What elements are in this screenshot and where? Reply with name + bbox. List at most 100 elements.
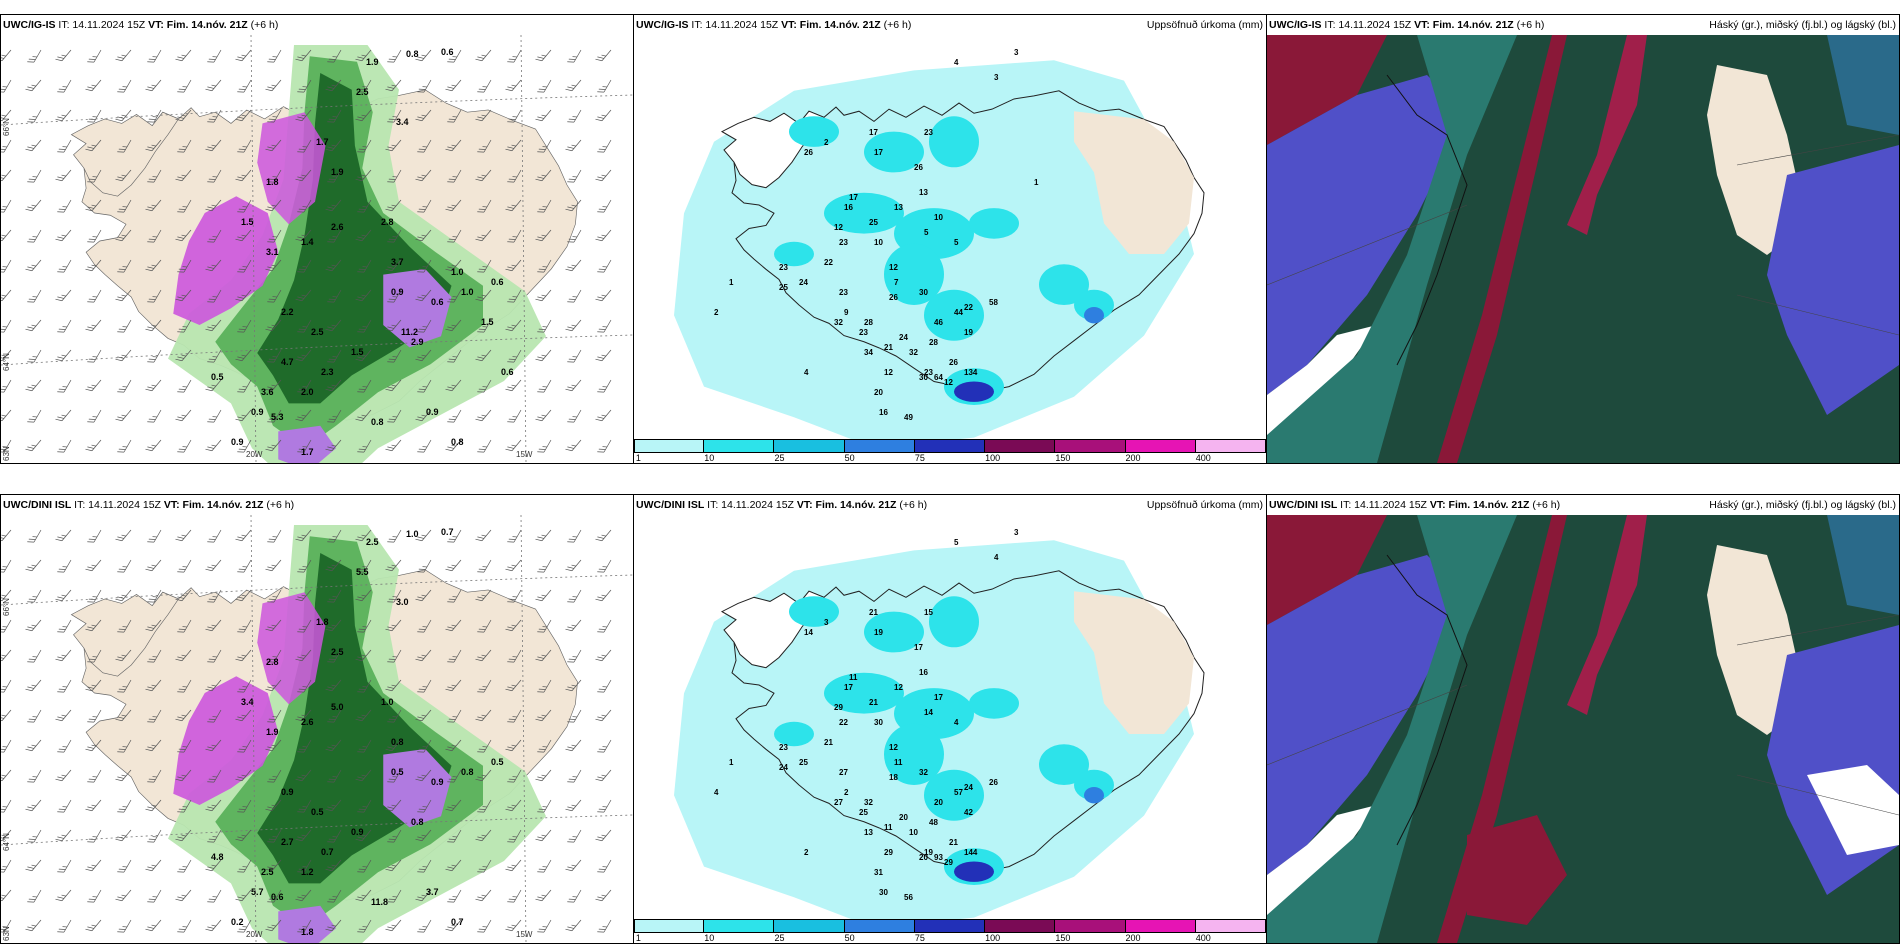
wind-barb <box>1 769 12 782</box>
wind-barb <box>205 379 222 392</box>
wind-barb <box>387 589 402 603</box>
wind-barb <box>237 859 252 873</box>
wind-barb <box>535 889 552 902</box>
snow-area-vatnajokull <box>383 749 452 828</box>
wind-barb <box>177 259 192 273</box>
wind-precip-map[interactable]: 66°N 64°N 20W 15W 63N 1.0 0.7 2.5 5.5 3.0 1.8 2.5 2.… <box>1 515 633 943</box>
wind-barb <box>357 379 372 393</box>
wind-barb <box>445 199 462 212</box>
precip-value-label: 2.0 <box>301 387 314 397</box>
wind-barb <box>145 559 162 572</box>
wind-barb <box>205 79 222 92</box>
wind-barb <box>507 49 522 63</box>
wind-barb <box>175 409 192 422</box>
wind-barb <box>207 169 222 183</box>
wind-barb <box>385 679 402 692</box>
wind-barb <box>145 619 162 632</box>
precip-amount-label: 21 <box>949 838 958 847</box>
precip-amount-label: 44 <box>954 308 963 317</box>
precip-value-label: 1.7 <box>301 447 314 457</box>
snow-area-north <box>257 112 326 225</box>
wind-barb <box>385 559 402 572</box>
wind-barb <box>597 139 612 153</box>
valid-time: VT: Fim. 14.nóv. 21Z <box>1414 19 1514 31</box>
colorbar-swatch <box>704 439 775 453</box>
wind-barb <box>295 289 312 302</box>
precip-amount-label: 5 <box>924 228 929 237</box>
wind-barb <box>265 619 282 632</box>
wind-precip-map[interactable]: 66°N 64°N 20W 15W 63N 0.8 0.6 1.9 2.5 3.4 1.7 1.9 1.… <box>1 35 633 463</box>
wind-barb <box>1 739 12 753</box>
precip-amount-label: 29 <box>834 703 843 712</box>
precip-blob <box>774 721 814 747</box>
precip-amount-label: 11 <box>884 823 893 832</box>
wind-barb <box>145 139 162 152</box>
wind-barb <box>535 289 552 302</box>
lead-time: (+6 h) <box>1532 499 1561 511</box>
precip-blob <box>864 131 924 173</box>
wind-barb <box>507 649 522 663</box>
precip-amount-label: 24 <box>964 783 973 792</box>
precip-amount-label: 24 <box>899 333 908 342</box>
wind-barb <box>27 649 42 663</box>
colorbar-swatch <box>1055 919 1126 933</box>
wind-barb <box>327 169 342 183</box>
wind-barb <box>27 109 42 123</box>
colorbar-tick-label: 1 <box>635 933 641 943</box>
mid-cloud-band <box>1267 515 1517 943</box>
wind-barb <box>87 289 102 303</box>
wind-barb <box>447 49 462 63</box>
wind-barb <box>267 409 282 423</box>
wind-barb <box>447 889 462 903</box>
wind-barb <box>445 379 462 392</box>
wind-barb <box>205 199 222 212</box>
precip-amount-label: 1 <box>1034 178 1039 187</box>
wind-barb <box>565 919 582 932</box>
wind-barb <box>1 679 12 693</box>
precip-value-label: 2.5 <box>356 87 369 97</box>
wind-barb <box>447 409 462 423</box>
wind-barb <box>387 349 402 363</box>
wind-barb <box>237 199 252 213</box>
wind-barb <box>267 349 282 363</box>
wind-barb <box>177 619 192 633</box>
wind-barb <box>145 859 162 872</box>
wind-barb <box>505 919 522 932</box>
panel-title: UWC/DINI ISL IT: 14.11.2024 15Z VT: Fim.… <box>1 495 633 515</box>
wind-barb <box>297 619 312 633</box>
wind-barb <box>507 709 522 723</box>
iceland-group <box>70 45 578 463</box>
wind-barb <box>1 589 12 602</box>
precip-amount-label: 18 <box>889 773 898 782</box>
wind-barb <box>597 259 612 273</box>
precip-value-label: 2.6 <box>301 717 314 727</box>
precip-value-label: 3.7 <box>391 257 404 267</box>
wind-barb <box>387 229 402 243</box>
wind-barb <box>325 79 342 92</box>
clear-patch-se <box>1807 765 1899 855</box>
axis-label: 20W <box>246 450 263 459</box>
precip-max-blob <box>1084 787 1104 804</box>
wind-barb <box>535 109 552 122</box>
wind-barb <box>385 739 402 752</box>
wind-barb <box>475 889 492 902</box>
precip-amount-label: 25 <box>859 808 868 817</box>
precip-value-label: 0.9 <box>231 437 244 447</box>
wind-barb <box>175 109 192 122</box>
wind-barb <box>207 589 222 603</box>
cloud-cover-map[interactable] <box>1267 35 1899 463</box>
cloud-cover-map[interactable] <box>1267 515 1899 943</box>
wind-barb <box>55 829 72 842</box>
wind-barb <box>115 829 132 842</box>
wind-barb <box>295 649 312 662</box>
wind-barb <box>25 259 42 272</box>
wind-barb <box>237 799 252 813</box>
wind-barb <box>357 139 372 153</box>
precip-amount-label: 14 <box>804 628 813 637</box>
wind-barb <box>505 739 522 752</box>
precip-value-label: 1.0 <box>381 697 394 707</box>
wind-barb <box>415 769 432 782</box>
wind-barb <box>507 289 522 303</box>
